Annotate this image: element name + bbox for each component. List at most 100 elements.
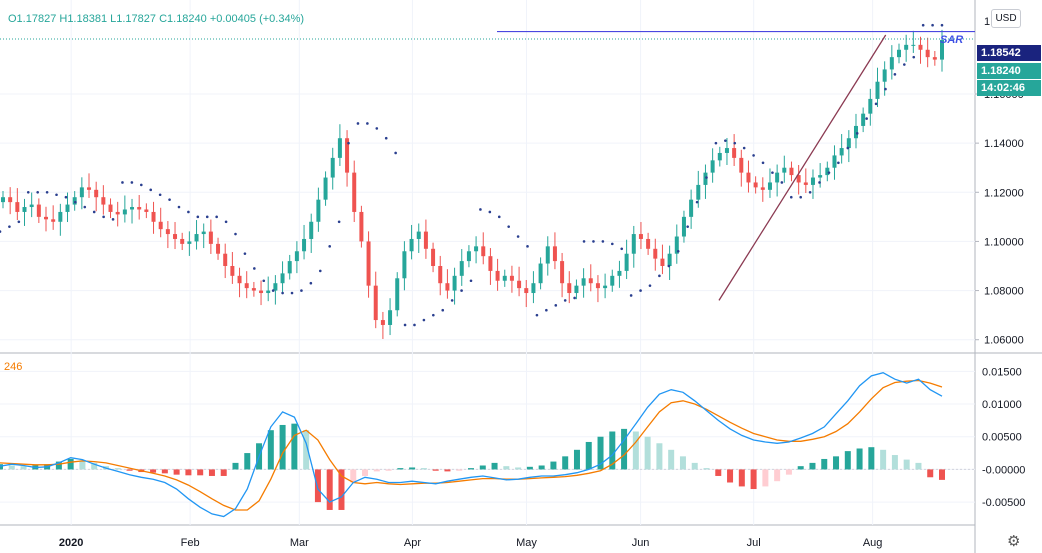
currency-button[interactable]: USD <box>991 9 1021 28</box>
histogram-bar <box>161 469 168 474</box>
candle <box>753 176 758 194</box>
candle-body <box>660 258 665 266</box>
histogram-bar <box>503 466 510 470</box>
histogram-bar <box>350 469 357 483</box>
sar-dot <box>545 308 548 312</box>
time-tick-label: Feb <box>181 537 200 549</box>
candle <box>567 271 572 304</box>
sar-dot <box>0 230 2 233</box>
histogram-bar <box>314 469 321 503</box>
candle <box>294 241 299 274</box>
sar-dot <box>592 240 595 243</box>
candle-body <box>438 266 443 284</box>
candle-body <box>488 256 493 271</box>
candle <box>538 257 543 290</box>
candle-body <box>610 275 615 286</box>
candle <box>509 265 514 293</box>
candle-body <box>889 57 894 70</box>
histogram-bar <box>515 467 522 470</box>
sar-dot <box>83 205 87 209</box>
candle <box>603 273 608 299</box>
histogram-bar <box>856 448 863 470</box>
oscillator-pane <box>0 372 945 518</box>
candle <box>882 61 887 96</box>
sar-dot <box>413 323 416 327</box>
candle <box>818 163 823 188</box>
candle <box>108 198 113 219</box>
candle-body <box>940 39 944 60</box>
sar-dot <box>290 291 294 295</box>
candle <box>259 280 264 306</box>
candle-body <box>760 187 765 190</box>
price-tick-label: 1.06000 <box>984 335 1024 347</box>
candle-body <box>810 177 815 185</box>
histogram-bar <box>703 468 710 470</box>
candle-body <box>416 231 421 239</box>
candle <box>87 173 92 198</box>
sar-dot <box>573 296 576 300</box>
histogram-bar <box>0 464 3 470</box>
histogram-bar <box>491 462 498 470</box>
candle <box>875 67 880 108</box>
histogram-bar <box>67 458 74 470</box>
histogram-bar <box>444 469 451 472</box>
candle <box>337 124 342 166</box>
candle-body <box>846 138 851 149</box>
price-tick-label: 1.12000 <box>984 187 1024 199</box>
candle <box>158 207 163 238</box>
sar-dot <box>658 274 661 278</box>
candle <box>724 137 729 166</box>
candle-body <box>524 288 529 294</box>
candle-body <box>803 182 808 185</box>
candle-body <box>266 290 271 294</box>
candle-body <box>818 175 823 178</box>
candle-body <box>825 167 830 176</box>
candle <box>911 30 916 53</box>
sar-dot <box>912 55 916 59</box>
candle-body <box>502 275 507 281</box>
candle-body <box>194 234 199 242</box>
candle <box>760 177 765 202</box>
candle <box>402 241 407 291</box>
candle <box>853 113 858 149</box>
histogram-bar <box>409 467 416 470</box>
sar-label: SAR <box>940 34 964 46</box>
histogram-bar <box>915 462 922 470</box>
candle-body <box>466 251 471 262</box>
candle-body <box>287 261 292 274</box>
candle <box>940 29 944 72</box>
candle-body <box>230 266 235 276</box>
candle <box>438 255 443 296</box>
candle <box>130 198 135 224</box>
histogram-bar <box>891 455 898 470</box>
histogram-bar <box>785 469 792 475</box>
candle-body <box>359 211 364 242</box>
gear-icon[interactable]: ⚙ <box>1007 533 1021 550</box>
candle <box>825 161 830 182</box>
time-tick-label: Mar <box>290 537 309 549</box>
candle-body <box>853 125 858 139</box>
candle-body <box>72 197 77 205</box>
histogram-bar <box>397 468 404 470</box>
sar-series <box>0 23 944 327</box>
candle-body <box>423 231 428 249</box>
indicator-label: 246 <box>4 361 23 373</box>
candle-body <box>94 189 99 198</box>
candle-body <box>445 283 450 291</box>
sar-dot <box>347 141 350 145</box>
sar-dot <box>921 23 925 27</box>
histogram-bar <box>939 469 945 480</box>
histogram-bar <box>197 469 204 476</box>
candle <box>359 205 364 248</box>
drawing-lines[interactable] <box>0 30 975 301</box>
candle-body <box>861 113 866 126</box>
candle-body <box>567 283 572 294</box>
sar-dot <box>36 190 39 194</box>
sar-dot <box>724 139 727 142</box>
sar-dot <box>394 151 397 155</box>
candle-body <box>538 263 543 284</box>
candle <box>122 195 127 223</box>
candle <box>653 238 658 271</box>
